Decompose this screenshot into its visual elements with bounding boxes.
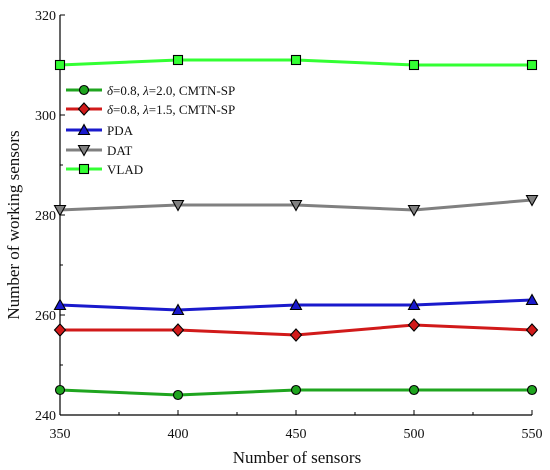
legend-marker: [78, 163, 90, 175]
series-5: [54, 54, 538, 71]
y-tick-label: 260: [35, 309, 56, 324]
data-point: [171, 303, 185, 316]
legend-swatch-marker: [78, 163, 90, 175]
plot-area: 350 400 450 500 550 240 260 280 300 320: [35, 9, 543, 442]
legend-marker: [78, 84, 90, 96]
y-axis-ticks: 240 260 280 300 320: [35, 9, 65, 424]
legend-marker: [77, 123, 91, 136]
legend-item-series-1: δ=0.8, λ=2.0, CMTN-SP: [66, 83, 235, 98]
data-point: [526, 59, 538, 71]
legend-swatch-marker: [77, 123, 91, 136]
data-point: [525, 194, 539, 207]
legend-label: δ=0.8, λ=1.5, CMTN-SP: [107, 102, 235, 117]
legend-label: δ=0.8, λ=2.0, CMTN-SP: [107, 83, 235, 98]
x-tick-label: 400: [168, 427, 189, 442]
data-point: [53, 204, 67, 217]
data-point: [53, 298, 67, 311]
data-point: [408, 59, 420, 71]
y-tick-label: 320: [35, 9, 56, 24]
data-point: [289, 328, 303, 342]
legend-marker: [77, 102, 91, 116]
data-point: [53, 323, 67, 337]
x-axis-ticks: 350 400 450 500 550: [50, 410, 543, 442]
x-tick-label: 350: [50, 427, 71, 442]
data-point: [172, 389, 184, 401]
y-axis-title: Number of working sensors: [4, 130, 23, 319]
legend-label-delta-value: =0.8,: [113, 83, 143, 98]
data-point: [525, 323, 539, 337]
legend-label: PDA: [107, 123, 134, 138]
data-point: [171, 323, 185, 337]
legend-label-lambda-value: =2.0, CMTN-SP: [149, 83, 235, 98]
series-3: [53, 293, 539, 316]
y-tick-label: 300: [35, 109, 56, 124]
series-2: [53, 318, 539, 342]
data-point: [526, 384, 538, 396]
legend-label-lambda: λ: [142, 102, 149, 117]
data-point: [525, 293, 539, 306]
data-point: [290, 384, 302, 396]
data-point: [408, 384, 420, 396]
legend-item-series-5: VLAD: [66, 162, 143, 177]
legend-item-series-2: δ=0.8, λ=1.5, CMTN-SP: [66, 102, 235, 117]
series-4: [53, 194, 539, 217]
legend-label-delta: δ: [107, 102, 114, 117]
legend-swatch-marker: [78, 84, 90, 96]
legend-swatch-marker: [77, 102, 91, 116]
series-1: [54, 384, 538, 401]
legend-item-series-4: DAT: [66, 143, 132, 158]
legend-item-series-3: PDA: [66, 123, 134, 138]
data-point: [407, 298, 421, 311]
data-point: [407, 204, 421, 217]
data-point: [54, 384, 66, 396]
legend-label-lambda-value: =1.5, CMTN-SP: [149, 102, 235, 117]
legend-label: DAT: [107, 143, 132, 158]
legend-label: VLAD: [107, 162, 143, 177]
legend-label-delta-value: =0.8,: [113, 102, 143, 117]
series-layer: [53, 54, 539, 401]
legend-label-lambda: λ: [142, 83, 149, 98]
legend-label-delta: δ: [107, 83, 114, 98]
y-tick-label: 280: [35, 209, 56, 224]
legend-marker: [77, 144, 91, 157]
data-point: [289, 199, 303, 212]
data-point: [172, 54, 184, 66]
data-point: [407, 318, 421, 332]
data-point: [289, 298, 303, 311]
x-tick-label: 550: [522, 427, 543, 442]
legend: δ=0.8, λ=2.0, CMTN-SP δ=0.8, λ=1.5, CMTN…: [66, 83, 235, 177]
data-point: [54, 59, 66, 71]
x-axis-title: Number of sensors: [233, 448, 361, 467]
data-point: [290, 54, 302, 66]
x-tick-label: 500: [404, 427, 425, 442]
y-tick-label: 240: [35, 409, 56, 424]
x-tick-label: 450: [286, 427, 307, 442]
data-point: [171, 199, 185, 212]
legend-swatch-marker: [77, 144, 91, 157]
